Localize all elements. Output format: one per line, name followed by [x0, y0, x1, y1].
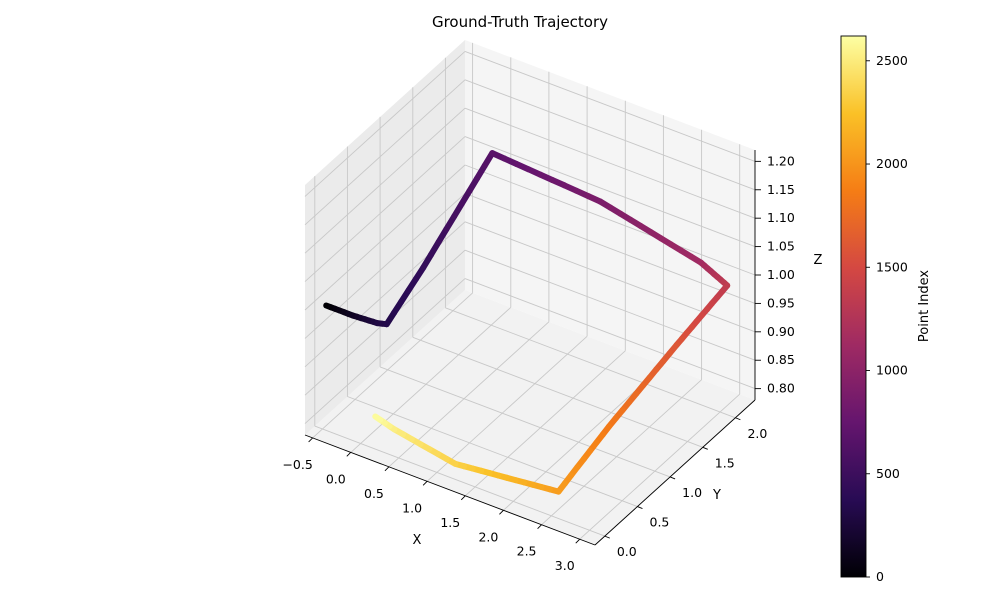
y-gridline: [314, 425, 605, 537]
axes-panes: [305, 40, 755, 545]
colorbar-gradient: [840, 35, 867, 578]
z-gridline: [304, 164, 466, 311]
colorbar-tick-label: 500: [876, 466, 900, 481]
colorbar-tick-label: 1000: [876, 363, 908, 378]
z-gridline: [464, 136, 756, 248]
x-tick-label: 1.0: [402, 500, 422, 515]
z-gridline: [304, 51, 466, 197]
x-gridline: [579, 393, 741, 540]
y-tick-label: 1.5: [715, 455, 735, 470]
z-tick-label: 1.05: [767, 239, 795, 254]
x-tick-label: 3.0: [555, 558, 575, 573]
y-tick: [637, 506, 643, 509]
x-tick: [537, 524, 542, 530]
z-gridline: [464, 50, 756, 162]
z-tick-label: 0.80: [767, 381, 795, 396]
colorbar-tick-label: 2500: [876, 53, 908, 68]
x-tick-label: 0.5: [364, 486, 384, 501]
z-tick-label: 1.15: [767, 182, 795, 197]
z-tick-label: 0.85: [767, 352, 795, 367]
x-gridline: [426, 335, 588, 482]
z-tick-label: 0.90: [767, 324, 795, 339]
x-gridline: [350, 307, 512, 453]
y-tick-label: 1.0: [682, 485, 702, 500]
z-gridline: [304, 278, 466, 424]
y-tick-label: 0.0: [617, 544, 637, 559]
x-axis-line: [304, 434, 596, 546]
trajectory-segment: [372, 413, 384, 423]
x-tick-label: 1.5: [440, 515, 460, 530]
y-tick: [604, 535, 610, 539]
x-tick-label: 2.0: [478, 529, 498, 544]
y-axis-label: Y: [712, 488, 721, 503]
x-gridline: [312, 292, 473, 439]
x-tick: [575, 538, 581, 544]
z-gridline: [464, 278, 756, 390]
z-tick-label: 0.95: [767, 295, 795, 310]
y-tick-label: 2.0: [747, 426, 767, 441]
colorbar-tick-label: 0: [876, 569, 884, 584]
y-tick-label: 0.5: [650, 515, 670, 530]
x-tick: [346, 452, 352, 457]
z-gridline: [464, 107, 756, 219]
z-tick-label: 1.10: [767, 210, 795, 225]
y-gridline: [347, 396, 638, 507]
z-tick-label: 1.20: [767, 153, 795, 168]
y-gridline: [445, 307, 736, 419]
x-tick: [460, 495, 466, 501]
z-gridline: [304, 107, 466, 254]
z-gridline: [464, 164, 756, 276]
y-tick: [735, 417, 741, 421]
colorbar-tick-label: 2000: [876, 156, 908, 171]
colorbar: 0 500 1000 1500 2000 2500: [840, 35, 908, 584]
x-tick: [384, 466, 390, 472]
y-gridline: [412, 336, 703, 448]
trajectory-line: [323, 150, 731, 495]
colorbar-tick-label: 1500: [876, 259, 908, 274]
x-axis-label: X: [413, 533, 422, 548]
y-axis-line: [594, 399, 756, 546]
z-tick-label: 1.00: [767, 267, 795, 282]
x-tick-label: 0.0: [326, 471, 346, 486]
x-tick: [499, 509, 504, 515]
x-tick-label: −0.5: [282, 457, 312, 472]
y-tick: [702, 446, 708, 450]
y-tick: [669, 476, 676, 480]
z-gridline: [464, 249, 756, 361]
x-tick: [422, 480, 428, 486]
z-gridline: [464, 192, 756, 304]
z-gridline: [304, 136, 466, 282]
axes-ticks: −0.5 0.0 0.5 1.0 1.5 2.0 2.5 3.0 0.0 0.5 1.0 1.5 2.0…: [282, 150, 795, 573]
x-tick-label: 2.5: [517, 544, 537, 559]
z-gridline: [464, 79, 756, 191]
z-gridline: [304, 79, 466, 226]
floor-pane: [305, 290, 755, 545]
y-gridline: [379, 366, 671, 478]
colorbar-label: Point Index: [917, 270, 932, 343]
z-gridline: [304, 193, 466, 339]
z-axis-label: Z: [814, 253, 823, 268]
chart-title: Ground-Truth Trajectory: [432, 13, 608, 31]
x-tick: [308, 437, 313, 443]
x-gridline: [541, 379, 702, 526]
